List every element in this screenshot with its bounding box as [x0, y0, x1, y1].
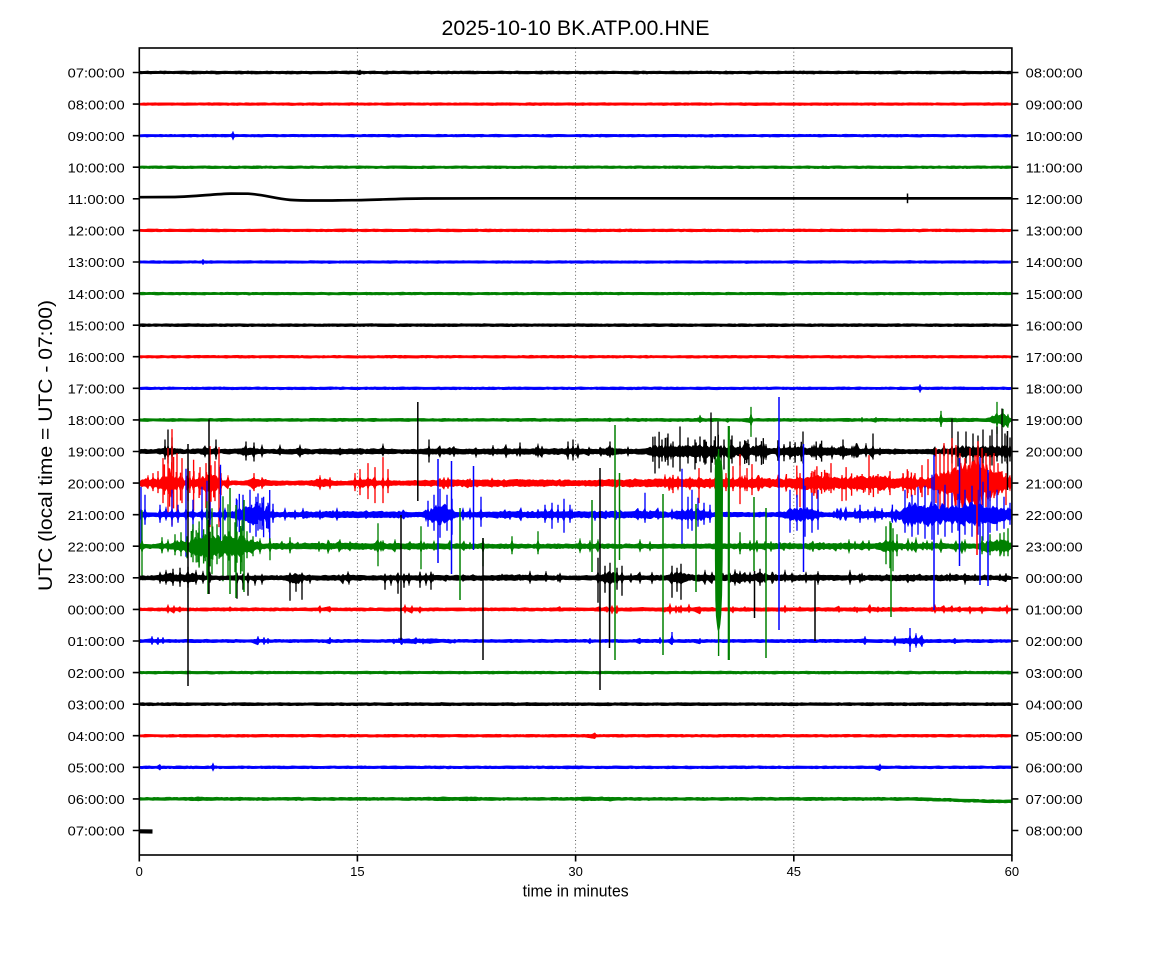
svg-text:19:00:00: 19:00:00: [1026, 413, 1083, 428]
svg-text:15:00:00: 15:00:00: [68, 318, 125, 333]
svg-text:08:00:00: 08:00:00: [1026, 66, 1083, 81]
svg-text:08:00:00: 08:00:00: [68, 97, 125, 112]
svg-text:07:00:00: 07:00:00: [68, 824, 125, 839]
svg-text:01:00:00: 01:00:00: [1026, 603, 1083, 618]
svg-text:20:00:00: 20:00:00: [1026, 445, 1083, 460]
svg-text:05:00:00: 05:00:00: [68, 761, 125, 776]
svg-text:15:00:00: 15:00:00: [1026, 287, 1083, 302]
svg-text:14:00:00: 14:00:00: [68, 287, 125, 302]
svg-text:13:00:00: 13:00:00: [1026, 224, 1083, 239]
svg-text:19:00:00: 19:00:00: [68, 445, 125, 460]
svg-text:23:00:00: 23:00:00: [1026, 539, 1083, 554]
svg-text:60: 60: [1005, 864, 1019, 879]
svg-text:22:00:00: 22:00:00: [1026, 508, 1083, 523]
svg-text:06:00:00: 06:00:00: [1026, 761, 1083, 776]
svg-text:00:00:00: 00:00:00: [68, 603, 125, 618]
svg-text:06:00:00: 06:00:00: [68, 792, 125, 807]
svg-text:04:00:00: 04:00:00: [1026, 697, 1083, 712]
svg-text:03:00:00: 03:00:00: [1026, 666, 1083, 681]
svg-text:13:00:00: 13:00:00: [68, 255, 125, 270]
svg-text:10:00:00: 10:00:00: [68, 160, 125, 175]
svg-text:15: 15: [350, 864, 364, 879]
svg-text:UTC (local time = UTC - 07:00): UTC (local time = UTC - 07:00): [36, 300, 57, 591]
svg-text:00:00:00: 00:00:00: [1026, 571, 1083, 586]
svg-text:18:00:00: 18:00:00: [68, 413, 125, 428]
svg-text:16:00:00: 16:00:00: [68, 350, 125, 365]
svg-text:17:00:00: 17:00:00: [1026, 350, 1083, 365]
svg-text:16:00:00: 16:00:00: [1026, 318, 1083, 333]
svg-text:07:00:00: 07:00:00: [1026, 792, 1083, 807]
svg-text:07:00:00: 07:00:00: [68, 66, 125, 81]
svg-text:time in minutes: time in minutes: [523, 881, 629, 900]
svg-text:02:00:00: 02:00:00: [1026, 634, 1083, 649]
svg-text:09:00:00: 09:00:00: [1026, 97, 1083, 112]
svg-text:17:00:00: 17:00:00: [68, 382, 125, 397]
svg-text:14:00:00: 14:00:00: [1026, 255, 1083, 270]
svg-text:08:00:00: 08:00:00: [1026, 824, 1083, 839]
svg-text:23:00:00: 23:00:00: [68, 571, 125, 586]
svg-text:18:00:00: 18:00:00: [1026, 382, 1083, 397]
svg-text:05:00:00: 05:00:00: [1026, 729, 1083, 744]
svg-text:04:00:00: 04:00:00: [68, 729, 125, 744]
svg-text:12:00:00: 12:00:00: [1026, 192, 1083, 207]
svg-text:01:00:00: 01:00:00: [68, 634, 125, 649]
svg-text:11:00:00: 11:00:00: [1026, 160, 1083, 175]
svg-text:03:00:00: 03:00:00: [68, 697, 125, 712]
svg-text:10:00:00: 10:00:00: [1026, 129, 1083, 144]
svg-text:21:00:00: 21:00:00: [68, 508, 125, 523]
svg-text:20:00:00: 20:00:00: [68, 476, 125, 491]
svg-text:11:00:00: 11:00:00: [68, 192, 125, 207]
svg-text:2025-10-10 BK.ATP.00.HNE: 2025-10-10 BK.ATP.00.HNE: [442, 17, 710, 40]
svg-text:09:00:00: 09:00:00: [68, 129, 125, 144]
svg-text:0: 0: [136, 864, 143, 879]
svg-text:21:00:00: 21:00:00: [1026, 476, 1083, 491]
svg-text:22:00:00: 22:00:00: [68, 539, 125, 554]
svg-text:30: 30: [568, 864, 582, 879]
svg-text:45: 45: [787, 864, 801, 879]
svg-text:12:00:00: 12:00:00: [68, 224, 125, 239]
svg-text:02:00:00: 02:00:00: [68, 666, 125, 681]
